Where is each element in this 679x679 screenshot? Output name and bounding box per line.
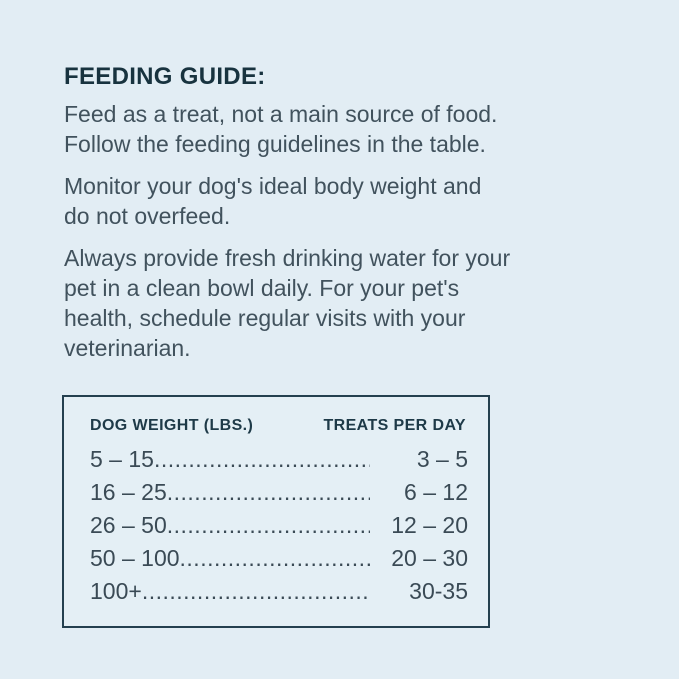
treats-per-day-value: 20 – 30 bbox=[391, 545, 468, 571]
dog-weight-value: 100+ bbox=[90, 578, 142, 604]
treats-per-day-value: 3 – 5 bbox=[416, 446, 468, 472]
column-header-treats-per-day: TREATS PER DAY bbox=[323, 417, 466, 434]
table-row: 100+....................................… bbox=[90, 575, 468, 608]
treats-per-day-value: 12 – 20 bbox=[391, 512, 468, 538]
paragraph-line: Monitor your dog's ideal body weight and bbox=[64, 173, 482, 199]
treats-per-day-value: 30-35 bbox=[409, 578, 468, 604]
dot-leader: ........................................… bbox=[141, 578, 370, 604]
paragraph-line: Feed as a treat, not a main source of fo… bbox=[64, 101, 498, 127]
table-row: 50 – 100................................… bbox=[90, 542, 468, 575]
paragraph-line: pet in a clean bowl daily. For your pet'… bbox=[64, 275, 460, 301]
dot-leader: ........................................… bbox=[153, 446, 370, 472]
dot-leader: ........................................… bbox=[179, 545, 370, 571]
page-title: FEEDING GUIDE: bbox=[64, 63, 266, 90]
paragraph-line: do not overfeed. bbox=[64, 203, 231, 229]
feeding-table-rows: 5 – 15..................................… bbox=[90, 443, 468, 608]
paragraph-line: Follow the feeding guidelines in the tab… bbox=[64, 131, 486, 157]
paragraph: Feed as a treat, not a main source of fo… bbox=[64, 99, 621, 159]
table-row: 16 – 25.................................… bbox=[90, 476, 468, 509]
paragraph-line: Always provide fresh drinking water for … bbox=[64, 245, 511, 271]
dog-weight-value: 26 – 50 bbox=[90, 512, 167, 538]
dog-weight-value: 16 – 25 bbox=[90, 479, 167, 505]
treats-per-day-value: 6 – 12 bbox=[404, 479, 468, 505]
paragraph-line: health, schedule regular visits with you… bbox=[64, 305, 466, 331]
feeding-table: DOG WEIGHT (LBS.) TREATS PER DAY 5 – 15.… bbox=[62, 395, 490, 628]
table-header-row: DOG WEIGHT (LBS.) TREATS PER DAY bbox=[90, 417, 466, 435]
dot-leader: ........................................… bbox=[166, 479, 370, 505]
dog-weight-value: 5 – 15 bbox=[90, 446, 154, 472]
table-row: 5 – 15..................................… bbox=[90, 443, 468, 476]
paragraphs: Feed as a treat, not a main source of fo… bbox=[64, 99, 621, 363]
column-header-dog-weight: DOG WEIGHT (LBS.) bbox=[90, 417, 254, 434]
table-row: 26 – 50.................................… bbox=[90, 509, 468, 542]
paragraph: Always provide fresh drinking water for … bbox=[64, 243, 621, 363]
dog-weight-value: 50 – 100 bbox=[90, 545, 180, 571]
paragraph: Monitor your dog's ideal body weight and… bbox=[64, 171, 621, 231]
dot-leader: ........................................… bbox=[166, 512, 370, 538]
paragraph-line: veterinarian. bbox=[64, 335, 191, 361]
